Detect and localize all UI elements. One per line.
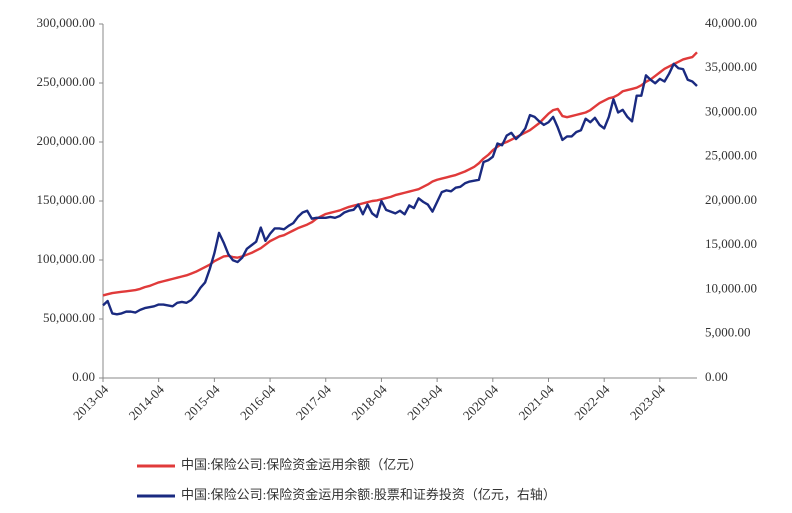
y2-tick-label: 35,000.00 [705,59,757,74]
legend-label: 中国:保险公司:保险资金运用余额（亿元） [181,457,422,472]
x-tick-label: 2021-04 [515,381,557,423]
x-tick-label: 2022-04 [571,381,613,423]
x-tick-label: 2018-04 [348,381,390,423]
y2-tick-label: 25,000.00 [705,148,757,163]
y2-tick-label: 5,000.00 [705,325,751,340]
y-tick-label: 0.00 [72,369,95,384]
y-tick-label: 250,000.00 [37,74,96,89]
x-tick-label: 2013-04 [70,381,112,423]
legend-label: 中国:保险公司:保险资金运用余额:股票和证券投资（亿元，右轴） [181,487,556,502]
y2-tick-label: 10,000.00 [705,280,757,295]
x-tick-label: 2014-04 [126,381,168,423]
x-tick-label: 2019-04 [404,381,446,423]
y-tick-label: 200,000.00 [37,133,96,148]
y-tick-label: 300,000.00 [37,15,96,30]
x-tick-label: 2020-04 [460,381,502,423]
x-tick-label: 2015-04 [181,381,223,423]
y2-tick-label: 20,000.00 [705,192,757,207]
series-line [102,62,698,316]
y-tick-label: 50,000.00 [43,310,95,325]
series-line [102,51,698,297]
x-tick-label: 2016-04 [237,381,279,423]
y-tick-label: 150,000.00 [37,192,96,207]
y2-tick-label: 0.00 [705,369,728,384]
y2-tick-label: 15,000.00 [705,236,757,251]
x-tick-label: 2017-04 [293,381,335,423]
y-tick-label: 100,000.00 [37,251,96,266]
y2-tick-label: 40,000.00 [705,15,757,30]
x-tick-label: 2023-04 [627,381,669,423]
y2-tick-label: 30,000.00 [705,103,757,118]
